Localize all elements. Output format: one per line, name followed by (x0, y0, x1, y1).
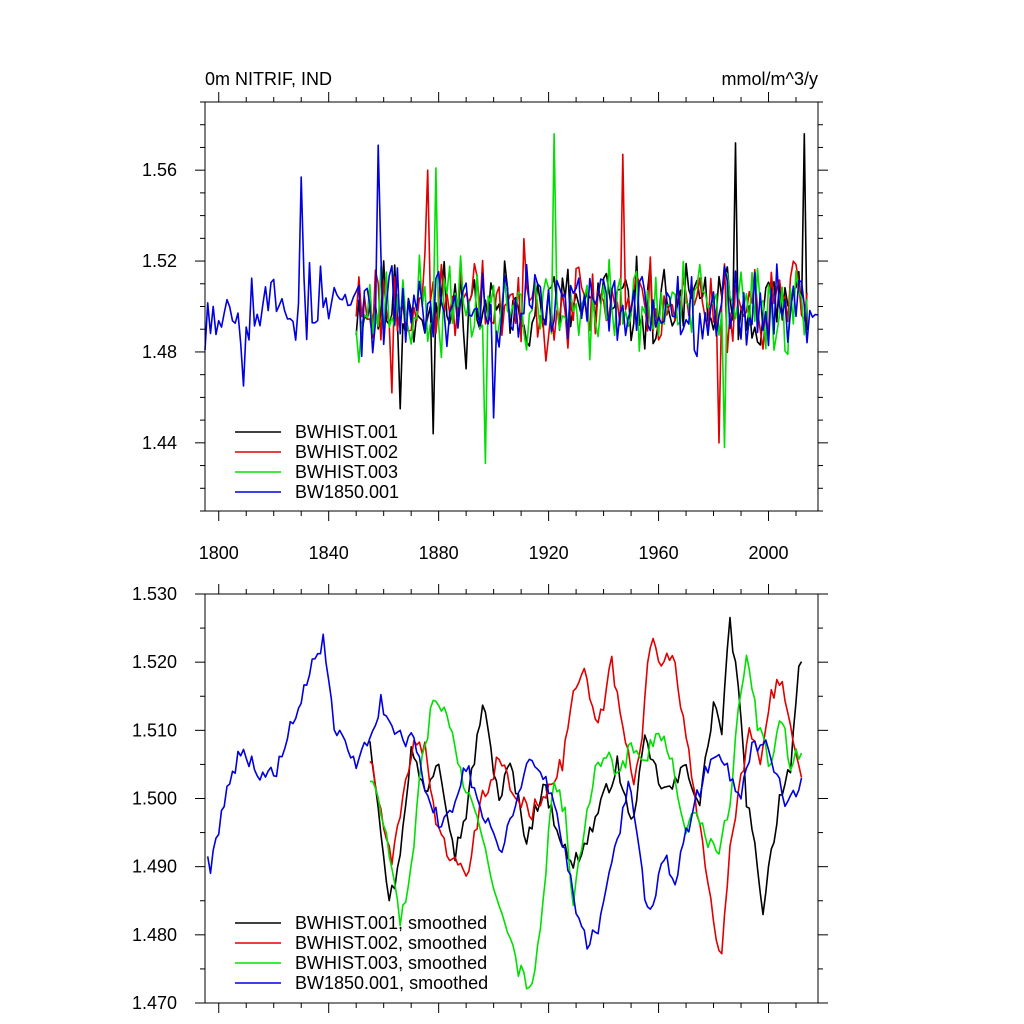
smoothed-series-lines (206, 616, 803, 990)
y-tick-label: 1.56 (142, 160, 177, 180)
y-tick-label: 1.520 (132, 652, 177, 672)
x-tick-label: 1880 (419, 543, 459, 563)
x-tick-label: 2000 (748, 543, 788, 563)
series-line-bwhist-003 (355, 133, 808, 465)
panel-title-left: 0m NITRIF, IND (205, 69, 332, 89)
annual-axes: 1800 1840 1880 1920 1960 2000 1.44 1.48 1.52 1.56 (142, 92, 828, 563)
legend-label: BW1850.001 (295, 482, 399, 502)
smoothed-panel: 1.470 1.480 1.490 1.500 1.510 1.520 1.530 BWHI… (132, 584, 828, 1013)
legend-label: BW1850.001, smoothed (295, 973, 488, 993)
y-tick-label: 1.490 (132, 857, 177, 877)
series-line-bwhist-002-smoothed (369, 637, 803, 955)
x-tick-label: 1840 (309, 543, 349, 563)
legend-label: BWHIST.001, smoothed (295, 913, 487, 933)
x-tick-label: 1800 (199, 543, 239, 563)
legend-label: BWHIST.002, smoothed (295, 933, 487, 953)
y-tick-label: 1.500 (132, 789, 177, 809)
annual-panel: 0m NITRIF, IND mmol/m^3/y 1800 1840 1880 19… (142, 69, 828, 563)
y-tick-label: 1.530 (132, 584, 177, 604)
panel-units-label: mmol/m^3/y (722, 69, 818, 89)
y-tick-label: 1.44 (142, 433, 177, 453)
series-line-bw1850-001 (204, 144, 819, 419)
smoothed-axes: 1.470 1.480 1.490 1.500 1.510 1.520 1.530 (132, 584, 828, 1013)
y-tick-label: 1.510 (132, 720, 177, 740)
x-tick-label: 1960 (639, 543, 679, 563)
x-tick-label: 1920 (529, 543, 569, 563)
annual-series-lines (204, 133, 819, 465)
y-tick-label: 1.480 (132, 925, 177, 945)
legend-label: BWHIST.001 (295, 422, 398, 442)
legend-label: BWHIST.003, smoothed (295, 953, 487, 973)
legend-label: BWHIST.002 (295, 442, 398, 462)
smoothed-plot-frame (204, 593, 819, 1004)
series-line-bwhist-003-smoothed (369, 654, 803, 990)
y-tick-label: 1.48 (142, 342, 177, 362)
series-line-bw1850-001-smoothed (206, 633, 803, 950)
legend-label: BWHIST.003 (295, 462, 398, 482)
series-line-bwhist-001-smoothed (369, 616, 803, 916)
y-tick-label: 1.470 (132, 993, 177, 1013)
annual-plot-frame (204, 101, 819, 512)
series-line-bwhist-002 (355, 153, 808, 444)
y-tick-label: 1.52 (142, 251, 177, 271)
